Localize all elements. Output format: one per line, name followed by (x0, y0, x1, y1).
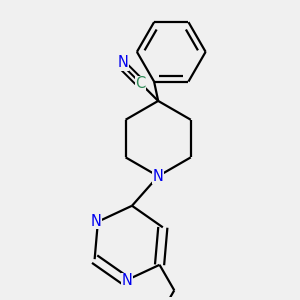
Text: C: C (135, 76, 145, 92)
Text: N: N (153, 169, 164, 184)
Text: N: N (122, 273, 133, 288)
Text: N: N (118, 56, 129, 70)
Text: N: N (91, 214, 102, 229)
